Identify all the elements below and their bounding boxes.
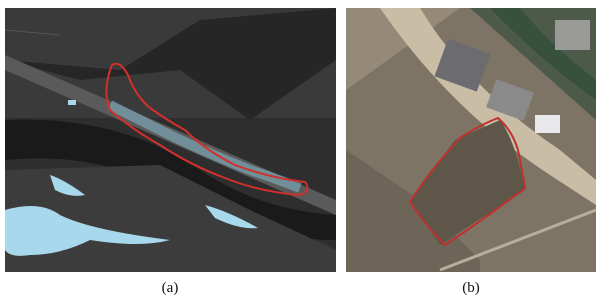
page: (a) (b) (() => { const data = JSON.parse… [0, 0, 599, 303]
figure: (a) (b) [0, 0, 599, 303]
caption-a: (a) [162, 280, 179, 296]
caption-b: (b) [462, 280, 480, 296]
image-a [5, 8, 336, 272]
image-b [346, 8, 596, 272]
